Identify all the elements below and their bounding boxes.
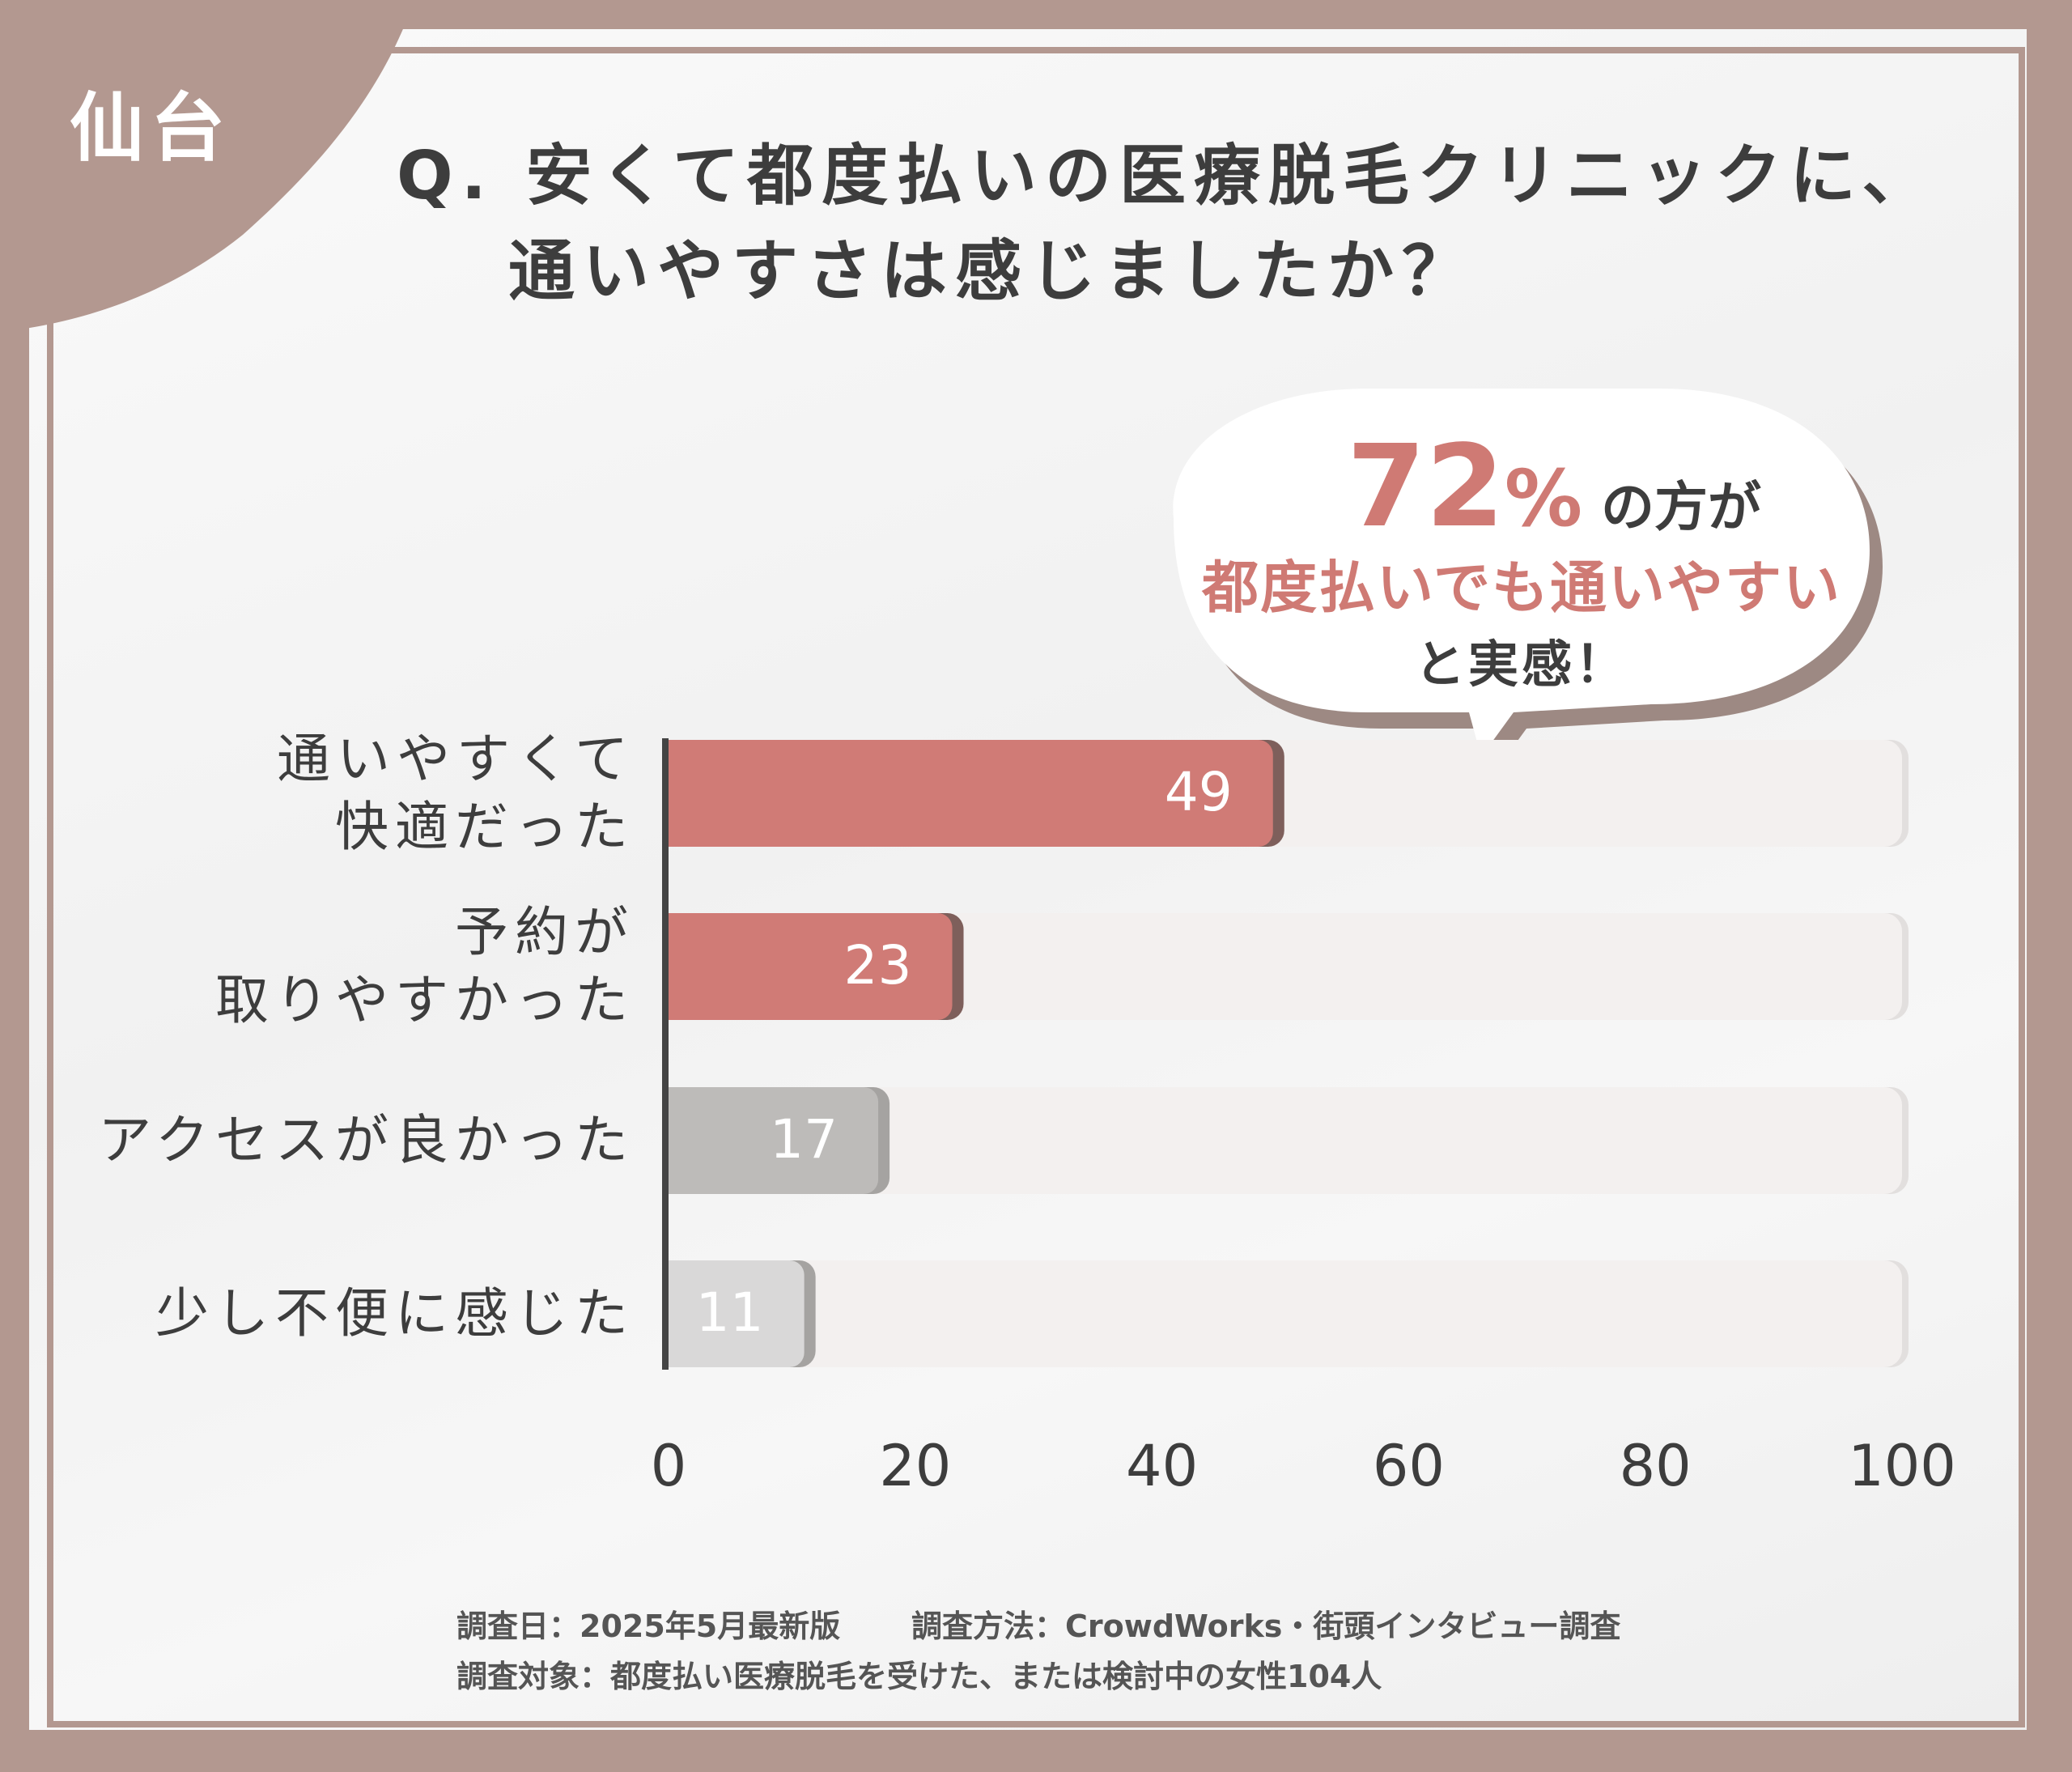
bar-3-edge bbox=[669, 1087, 693, 1194]
x-tick-label: 0 bbox=[650, 1433, 687, 1499]
category-label: 少し不便に感じた bbox=[155, 1280, 635, 1348]
category-label-line: 少し不便に感じた bbox=[155, 1282, 635, 1345]
y-axis-line bbox=[662, 738, 669, 1370]
category-label: アクセスが良かった bbox=[98, 1107, 635, 1175]
category-label-line: アクセスが良かった bbox=[98, 1109, 635, 1171]
callout-line2: 都度払いでも通いやすい bbox=[1202, 555, 1841, 621]
bar-track bbox=[669, 913, 1902, 1020]
bar-3 bbox=[669, 1087, 879, 1194]
bar-track bbox=[669, 1087, 1902, 1194]
x-tick-label: 20 bbox=[879, 1433, 952, 1499]
callout-percent-sign: % bbox=[1504, 453, 1583, 544]
category-label-line: 通いやすくて bbox=[276, 728, 635, 790]
x-tick-label: 100 bbox=[1848, 1433, 1956, 1499]
bar-2-edge bbox=[669, 913, 693, 1020]
bar-4 bbox=[669, 1260, 805, 1367]
x-tick-label: 80 bbox=[1619, 1433, 1692, 1499]
callout-suffix: の方が bbox=[1601, 476, 1761, 538]
callout-line1: 72% の方が bbox=[1327, 421, 1781, 553]
category-label: 通いやすくて 快適だった bbox=[277, 725, 635, 861]
footer-survey-method: 調査方法：CrowdWorks・街頭インタビュー調査 bbox=[911, 1608, 1621, 1644]
bar-2 bbox=[669, 913, 953, 1020]
category-label-line: 取りやすかった bbox=[215, 969, 635, 1031]
footer-survey-date: 調査日：2025年5月最新版 bbox=[456, 1608, 841, 1644]
callout-percent: 72 bbox=[1347, 421, 1505, 553]
corner-decoration bbox=[0, 0, 414, 332]
bar-track bbox=[669, 1260, 1902, 1367]
callout-line3: と実感！ bbox=[1414, 635, 1628, 694]
chart-title-line1: Q. 安くて都度払いの医療脱毛クリニックに、 bbox=[397, 138, 1937, 215]
x-tick-label: 60 bbox=[1372, 1433, 1445, 1499]
category-label-line: 快適だった bbox=[335, 796, 635, 858]
bar-4-edge bbox=[669, 1260, 693, 1367]
bar-value-label: 11 bbox=[695, 1281, 764, 1344]
chart-title-line2: 通いやすさは感じましたか？ bbox=[508, 233, 1477, 310]
footer-survey-target: 調査対象：都度払い医療脱毛を受けた、または検討中の女性104人 bbox=[456, 1659, 1382, 1694]
chart-card bbox=[29, 29, 2027, 1730]
bar-1 bbox=[669, 740, 1273, 847]
bar-value-label: 17 bbox=[770, 1108, 839, 1171]
bar-1-edge bbox=[669, 740, 693, 847]
bar-value-label: 23 bbox=[843, 934, 912, 996]
category-label: 予約が 取りやすかった bbox=[215, 899, 635, 1035]
bar-value-label: 49 bbox=[1164, 761, 1233, 823]
x-tick-label: 40 bbox=[1126, 1433, 1199, 1499]
city-label: 仙台 bbox=[70, 85, 232, 172]
category-label-line: 予約が bbox=[455, 901, 635, 963]
